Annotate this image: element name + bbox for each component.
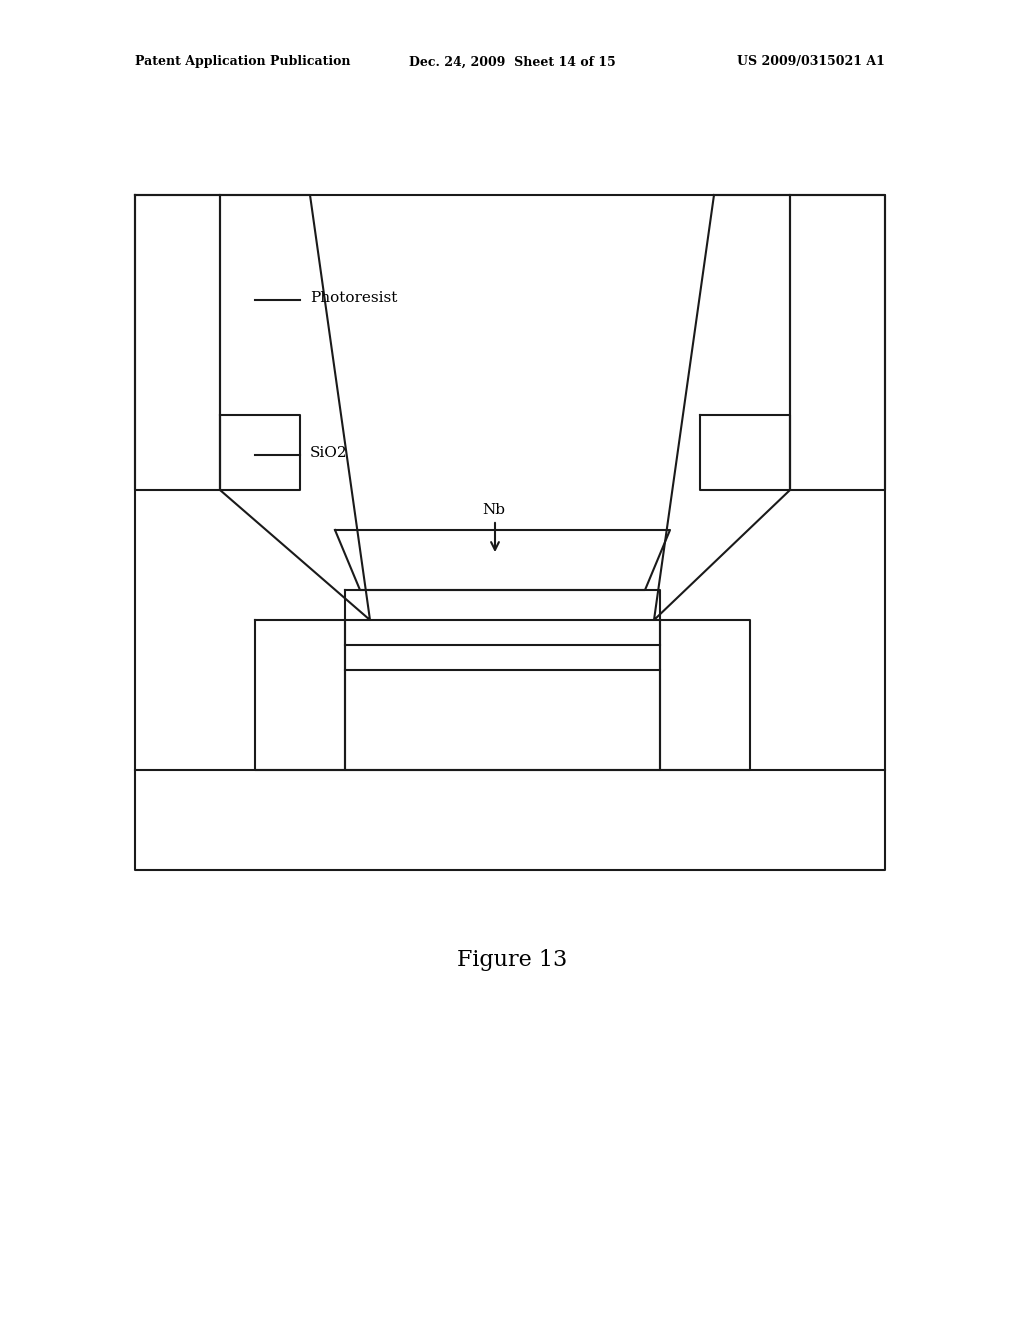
Text: Dec. 24, 2009  Sheet 14 of 15: Dec. 24, 2009 Sheet 14 of 15: [409, 55, 615, 69]
Text: Patent Application Publication: Patent Application Publication: [135, 55, 350, 69]
Text: Photoresist: Photoresist: [310, 290, 397, 305]
Text: Figure 13: Figure 13: [457, 949, 567, 972]
Text: Nb: Nb: [482, 503, 505, 517]
Text: SiO2: SiO2: [310, 446, 347, 459]
Text: US 2009/0315021 A1: US 2009/0315021 A1: [737, 55, 885, 69]
